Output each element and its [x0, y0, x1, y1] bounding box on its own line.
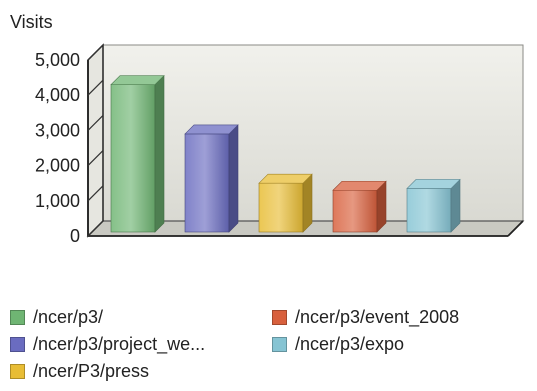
legend-swatch: [272, 309, 287, 325]
bar: [258, 173, 313, 233]
legend-label: /ncer/p3/event_2008: [295, 307, 460, 327]
bar-top: [184, 124, 239, 135]
y-tick-label: 2,000: [35, 156, 80, 176]
y-tick-mark: [87, 44, 104, 61]
legend-item: /ncer/p3/expo: [272, 333, 530, 355]
legend-item: /ncer/p3/event_2008: [272, 306, 530, 328]
side-wall: [87, 43, 104, 238]
y-tick-label: 4,000: [35, 85, 80, 105]
bar-top: [406, 179, 461, 189]
legend-label: /ncer/P3/press: [33, 361, 150, 381]
bar-front: [110, 84, 156, 233]
legend-label: /ncer/p3/expo: [295, 334, 405, 354]
y-tick-mark: [87, 79, 104, 96]
bar: [184, 124, 239, 233]
legend-item: /ncer/p3/project_we...: [10, 333, 272, 355]
bar-front: [184, 133, 230, 233]
y-tick-mark: [87, 114, 104, 131]
bar: [332, 180, 387, 233]
legend-swatch: [10, 363, 25, 379]
legend-swatch: [10, 309, 25, 325]
bar-top: [258, 173, 313, 184]
y-tick-label: 1,000: [35, 191, 80, 211]
bars: [110, 74, 461, 233]
y-tick-mark: [87, 220, 104, 237]
bar-side: [154, 74, 165, 233]
y-axis-label: Visits: [10, 12, 53, 32]
y-tick-mark: [87, 185, 104, 202]
bar-front: [258, 182, 304, 233]
bar: [406, 178, 461, 233]
legend-swatch: [272, 336, 287, 352]
legend-swatch: [10, 336, 25, 352]
y-tick-label: 3,000: [35, 120, 80, 140]
bar-front: [406, 188, 452, 233]
bar-side: [302, 173, 313, 233]
y-tick-mark: [87, 150, 104, 167]
legend: /ncer/p3/ /ncer/p3/event_2008 /ncer/p3/p…: [10, 306, 530, 382]
bar: [110, 74, 165, 233]
legend-label: /ncer/p3/: [33, 307, 104, 327]
legend-label: /ncer/p3/project_we...: [33, 334, 206, 354]
bar-side: [228, 124, 239, 233]
bar-top: [110, 75, 165, 85]
bar-front: [332, 189, 378, 233]
chart-plot: Visits 5,000 4,000 3,000 2,000 1,000 0: [10, 12, 525, 246]
legend-item: /ncer/P3/press: [10, 360, 272, 382]
floor-edge: [507, 220, 524, 237]
bar-top: [332, 180, 387, 191]
legend-item: /ncer/p3/: [10, 306, 272, 328]
y-tick-label: 5,000: [35, 50, 80, 70]
y-axis-ticks: 5,000 4,000 3,000 2,000 1,000 0: [35, 44, 104, 246]
y-tick-label: 0: [70, 226, 80, 246]
